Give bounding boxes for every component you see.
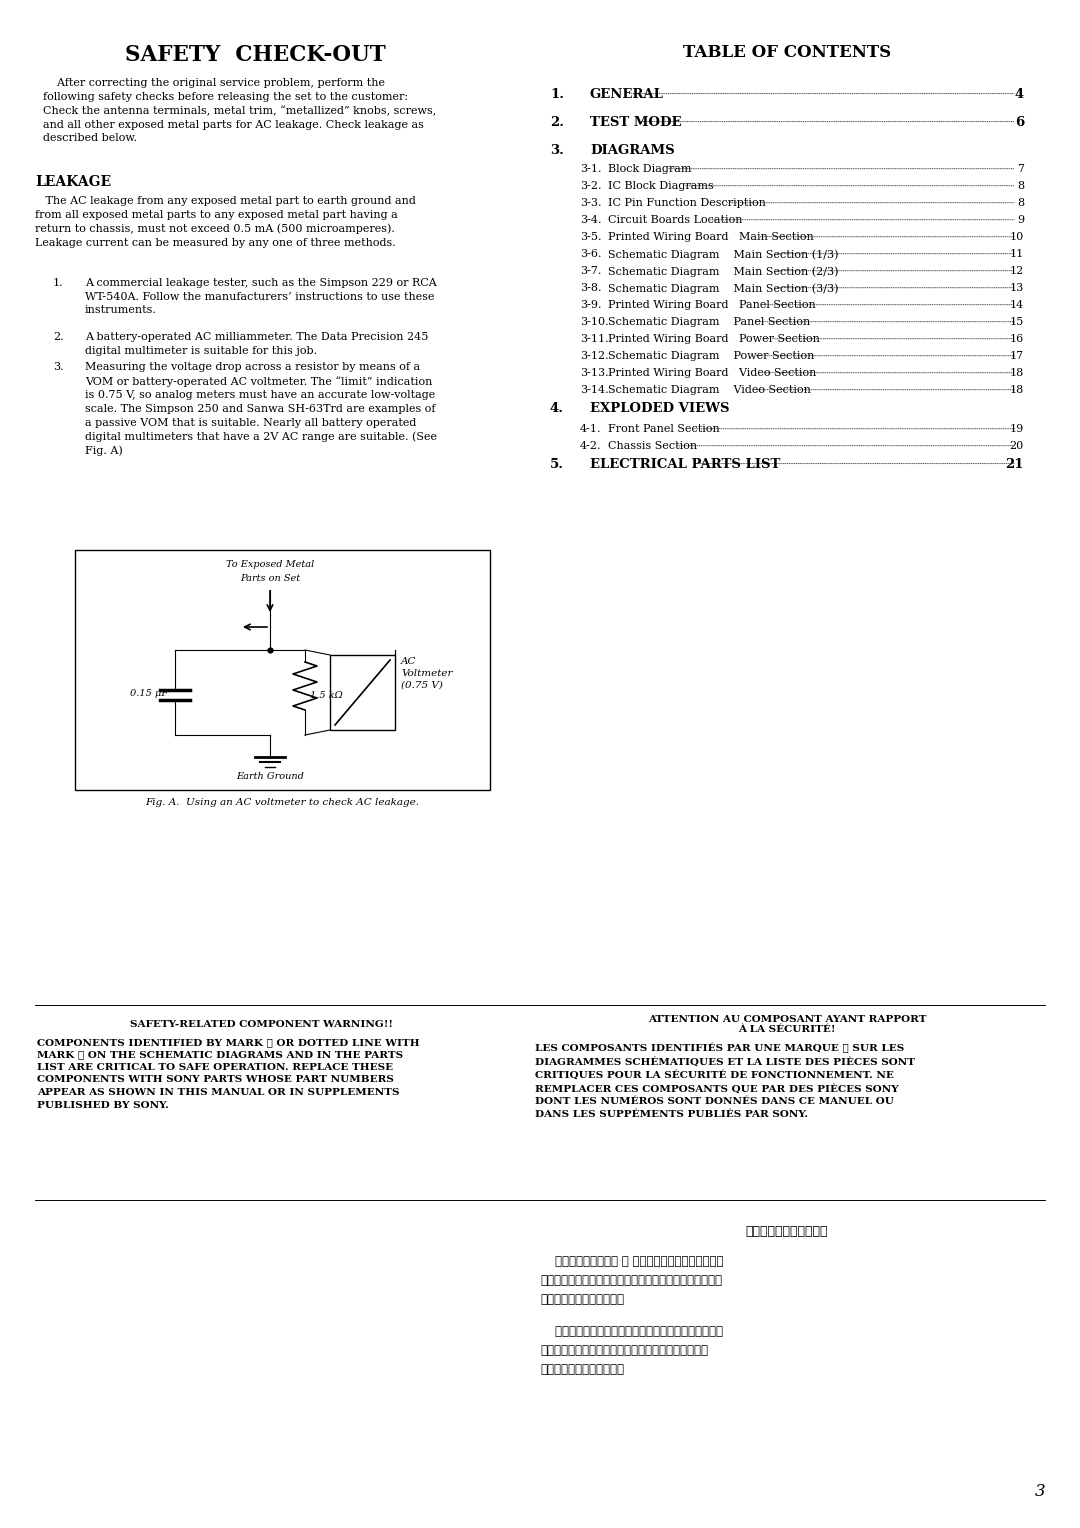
Text: 2.: 2. bbox=[550, 116, 564, 128]
Text: 4.: 4. bbox=[550, 402, 564, 416]
Text: 19: 19 bbox=[1010, 423, 1024, 434]
Text: A commercial leakage tester, such as the Simpson 229 or RCA
WT-540A. Follow the : A commercial leakage tester, such as the… bbox=[85, 278, 436, 315]
Text: EXPLODED VIEWS: EXPLODED VIEWS bbox=[590, 402, 729, 416]
Text: 12: 12 bbox=[1010, 266, 1024, 277]
Text: Schematic Diagram    Main Section (1/3): Schematic Diagram Main Section (1/3) bbox=[608, 249, 838, 260]
Text: Earth Ground: Earth Ground bbox=[237, 772, 303, 781]
Text: 20: 20 bbox=[1010, 442, 1024, 451]
Text: TABLE OF CONTENTS: TABLE OF CONTENTS bbox=[683, 44, 891, 61]
Text: 21: 21 bbox=[1005, 458, 1024, 471]
Text: 7: 7 bbox=[1017, 163, 1024, 174]
Text: 9: 9 bbox=[1017, 215, 1024, 225]
Text: AC: AC bbox=[401, 657, 417, 666]
Text: 在原理图上用阴影及 ⚠ 标记识别的零部件在安全操作
上是具有关键性的。这些零部件要用本手册中所示的部件号
对应的索尼部件进行替换。: 在原理图上用阴影及 ⚠ 标记识别的零部件在安全操作 上是具有关键性的。这些零部件… bbox=[540, 1254, 724, 1306]
Text: Schematic Diagram    Main Section (3/3): Schematic Diagram Main Section (3/3) bbox=[608, 283, 838, 293]
Text: 3-13.: 3-13. bbox=[580, 368, 609, 377]
Text: TEST MODE: TEST MODE bbox=[590, 116, 681, 128]
Text: (0.75 V): (0.75 V) bbox=[401, 681, 443, 691]
Text: 3-14.: 3-14. bbox=[580, 385, 609, 396]
Text: Measuring the voltage drop across a resistor by means of a
VOM or battery-operat: Measuring the voltage drop across a resi… bbox=[85, 362, 437, 457]
Text: Block Diagram: Block Diagram bbox=[608, 163, 691, 174]
Text: 3-8.: 3-8. bbox=[580, 283, 602, 293]
Text: Printed Wiring Board   Main Section: Printed Wiring Board Main Section bbox=[608, 232, 813, 241]
Text: 8: 8 bbox=[1017, 180, 1024, 191]
Text: 3: 3 bbox=[1035, 1484, 1045, 1500]
Text: Schematic Diagram    Main Section (2/3): Schematic Diagram Main Section (2/3) bbox=[608, 266, 838, 277]
Text: 2.: 2. bbox=[53, 332, 64, 342]
Text: Parts on Set: Parts on Set bbox=[240, 575, 300, 584]
Text: Front Panel Section: Front Panel Section bbox=[608, 423, 719, 434]
Text: SAFETY  CHECK-OUT: SAFETY CHECK-OUT bbox=[124, 44, 386, 66]
Text: SAFETY-RELATED COMPONENT WARNING!!: SAFETY-RELATED COMPONENT WARNING!! bbox=[131, 1021, 393, 1028]
Text: 3-4.: 3-4. bbox=[580, 215, 602, 225]
Bar bbox=[330, 656, 395, 730]
Text: 15: 15 bbox=[1010, 316, 1024, 327]
Text: LES COMPOSANTS IDENTIFIÉS PAR UNE MARQUE ⚠ SUR LES
DIAGRAMMES SCHÉMATIQUES ET LA: LES COMPOSANTS IDENTIFIÉS PAR UNE MARQUE… bbox=[535, 1044, 915, 1118]
Text: 与安全有关的零部件须知: 与安全有关的零部件须知 bbox=[746, 1225, 828, 1238]
Text: IC Block Diagrams: IC Block Diagrams bbox=[608, 180, 714, 191]
Text: ELECTRICAL PARTS LIST: ELECTRICAL PARTS LIST bbox=[590, 458, 781, 471]
Text: 在安全操作上具有关键性的电路调整与索尼公司出版的
维修手册完全一致。在更换键关零部件或怀疑动作失常
时，请进行这些调整操作。: 在安全操作上具有关键性的电路调整与索尼公司出版的 维修手册完全一致。在更换键关零… bbox=[540, 1325, 723, 1377]
Text: 1.5 kΩ: 1.5 kΩ bbox=[310, 691, 342, 700]
Text: 3-12.: 3-12. bbox=[580, 351, 609, 361]
Text: 1.: 1. bbox=[53, 278, 64, 287]
Text: 4: 4 bbox=[1015, 89, 1024, 101]
Text: 6: 6 bbox=[1015, 116, 1024, 128]
Text: To Exposed Metal: To Exposed Metal bbox=[226, 559, 314, 568]
Text: 3-3.: 3-3. bbox=[580, 199, 602, 208]
Text: Voltmeter: Voltmeter bbox=[401, 669, 453, 678]
Text: 3-2.: 3-2. bbox=[580, 180, 602, 191]
Text: 11: 11 bbox=[1010, 249, 1024, 260]
Text: 3.: 3. bbox=[53, 362, 64, 371]
Text: GENERAL: GENERAL bbox=[590, 89, 664, 101]
Bar bbox=[75, 550, 490, 790]
Text: 3-7.: 3-7. bbox=[580, 266, 602, 277]
Text: DIAGRAMS: DIAGRAMS bbox=[590, 144, 675, 157]
Text: Printed Wiring Board   Video Section: Printed Wiring Board Video Section bbox=[608, 368, 816, 377]
Text: ATTENTION AU COMPOSANT AYANT RAPPORT
À LA SÉCURITÉ!: ATTENTION AU COMPOSANT AYANT RAPPORT À L… bbox=[648, 1015, 927, 1034]
Text: 18: 18 bbox=[1010, 385, 1024, 396]
Text: Printed Wiring Board   Panel Section: Printed Wiring Board Panel Section bbox=[608, 299, 815, 310]
Text: A battery-operated AC milliammeter. The Data Precision 245
digital multimeter is: A battery-operated AC milliammeter. The … bbox=[85, 332, 429, 356]
Text: 3-5.: 3-5. bbox=[580, 232, 602, 241]
Text: LEAKAGE: LEAKAGE bbox=[35, 176, 111, 189]
Text: 5.: 5. bbox=[550, 458, 564, 471]
Text: 4-2.: 4-2. bbox=[580, 442, 602, 451]
Text: 18: 18 bbox=[1010, 368, 1024, 377]
Text: 17: 17 bbox=[1010, 351, 1024, 361]
Text: The AC leakage from any exposed metal part to earth ground and
from all exposed : The AC leakage from any exposed metal pa… bbox=[35, 196, 416, 248]
Text: 1.: 1. bbox=[550, 89, 564, 101]
Text: 3-11.: 3-11. bbox=[580, 335, 609, 344]
Text: 14: 14 bbox=[1010, 299, 1024, 310]
Text: IC Pin Function Description: IC Pin Function Description bbox=[608, 199, 766, 208]
Text: Circuit Boards Location: Circuit Boards Location bbox=[608, 215, 743, 225]
Text: 3-1.: 3-1. bbox=[580, 163, 602, 174]
Text: After correcting the original service problem, perform the
following safety chec: After correcting the original service pr… bbox=[43, 78, 436, 144]
Text: 0.15 μF: 0.15 μF bbox=[130, 689, 168, 697]
Text: Printed Wiring Board   Power Section: Printed Wiring Board Power Section bbox=[608, 335, 820, 344]
Text: Fig. A.  Using an AC voltmeter to check AC leakage.: Fig. A. Using an AC voltmeter to check A… bbox=[146, 798, 419, 807]
Text: 10: 10 bbox=[1010, 232, 1024, 241]
Text: Chassis Section: Chassis Section bbox=[608, 442, 697, 451]
Text: Schematic Diagram    Panel Section: Schematic Diagram Panel Section bbox=[608, 316, 810, 327]
Text: 13: 13 bbox=[1010, 283, 1024, 293]
Text: 3.: 3. bbox=[550, 144, 564, 157]
Text: Schematic Diagram    Video Section: Schematic Diagram Video Section bbox=[608, 385, 811, 396]
Text: COMPONENTS IDENTIFIED BY MARK ⚠ OR DOTTED LINE WITH
MARK ⚠ ON THE SCHEMATIC DIAG: COMPONENTS IDENTIFIED BY MARK ⚠ OR DOTTE… bbox=[37, 1038, 420, 1109]
Text: 3-9.: 3-9. bbox=[580, 299, 602, 310]
Text: 8: 8 bbox=[1017, 199, 1024, 208]
Text: 3-6.: 3-6. bbox=[580, 249, 602, 260]
Text: Schematic Diagram    Power Section: Schematic Diagram Power Section bbox=[608, 351, 814, 361]
Text: 3-10.: 3-10. bbox=[580, 316, 609, 327]
Text: 4-1.: 4-1. bbox=[580, 423, 602, 434]
Text: 16: 16 bbox=[1010, 335, 1024, 344]
